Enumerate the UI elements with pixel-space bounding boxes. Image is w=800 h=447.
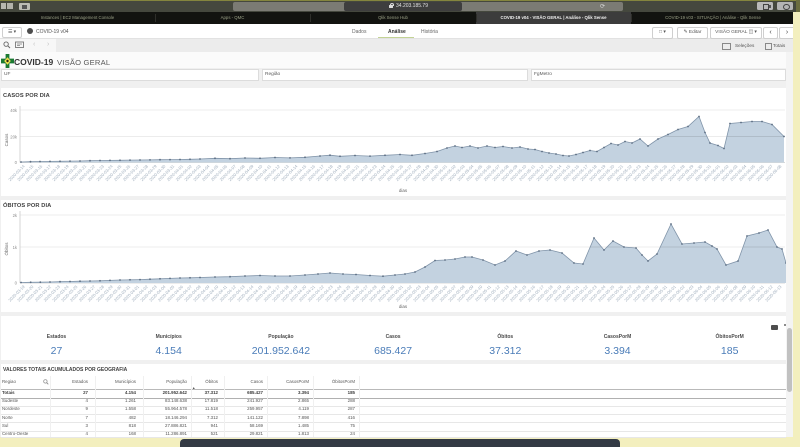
svg-text:Óbitos: Óbitos	[3, 242, 9, 256]
svg-text:dias: dias	[399, 304, 408, 309]
svg-text:40k: 40k	[10, 108, 18, 113]
svg-text:1k: 1k	[13, 245, 18, 250]
svg-text:0: 0	[15, 160, 18, 165]
svg-text:2k: 2k	[13, 213, 18, 218]
svg-text:dias: dias	[399, 188, 408, 193]
svg-text:0: 0	[15, 281, 18, 286]
svg-text:20k: 20k	[10, 135, 18, 140]
svg-text:Casos: Casos	[4, 133, 9, 147]
